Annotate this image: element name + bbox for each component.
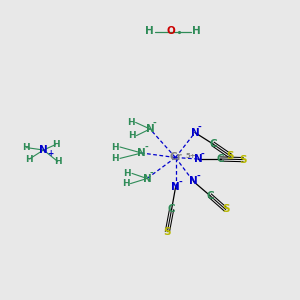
Text: H: H xyxy=(54,157,61,166)
Text: -: - xyxy=(178,178,182,187)
Text: -: - xyxy=(201,150,205,159)
Text: -: - xyxy=(196,172,200,181)
Text: H: H xyxy=(22,143,30,152)
Text: O: O xyxy=(167,26,176,37)
Text: -: - xyxy=(150,169,154,178)
Text: H: H xyxy=(52,140,59,149)
Text: H: H xyxy=(191,26,200,37)
Text: N: N xyxy=(39,145,48,155)
Text: C: C xyxy=(168,204,176,214)
Text: H: H xyxy=(111,154,119,163)
Text: N: N xyxy=(190,128,200,138)
Text: S: S xyxy=(227,151,234,161)
Text: N: N xyxy=(137,148,146,158)
Text: H: H xyxy=(122,179,130,188)
Text: H: H xyxy=(26,154,33,164)
Text: H: H xyxy=(127,118,135,127)
Text: N: N xyxy=(171,182,180,193)
Text: C: C xyxy=(217,154,224,164)
Text: Cr: Cr xyxy=(169,152,182,163)
Text: -: - xyxy=(198,123,202,132)
Text: N: N xyxy=(194,154,202,164)
Text: N: N xyxy=(146,124,154,134)
Text: -: - xyxy=(153,119,157,128)
Text: H: H xyxy=(123,169,131,178)
Text: N: N xyxy=(142,173,152,184)
Text: 5+: 5+ xyxy=(185,153,196,159)
Text: H: H xyxy=(128,131,136,140)
Text: N: N xyxy=(189,176,198,187)
Text: H: H xyxy=(145,26,154,37)
Text: C: C xyxy=(209,139,217,149)
Text: S: S xyxy=(222,204,230,214)
Text: H: H xyxy=(111,142,119,152)
Text: S: S xyxy=(164,226,171,237)
Text: -: - xyxy=(145,143,148,152)
Text: +: + xyxy=(47,148,53,158)
Text: S: S xyxy=(239,154,247,165)
Text: C: C xyxy=(206,190,214,201)
